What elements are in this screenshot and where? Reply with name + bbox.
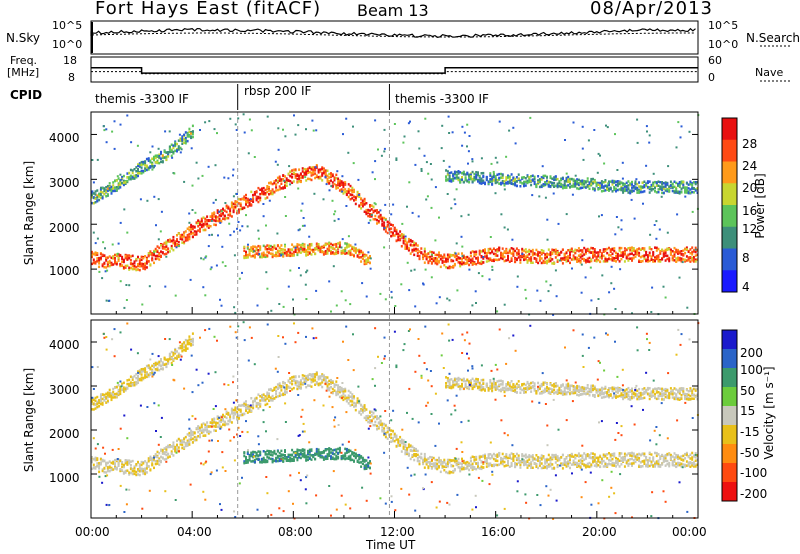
velocity-cbar-tick-m100: -100	[740, 466, 768, 480]
velocity-cbar-tick-100: 100	[740, 363, 763, 377]
power-band-1	[243, 241, 371, 266]
velocity-colorbar-segment	[722, 387, 737, 407]
nave-label: Nave	[755, 66, 784, 79]
velocity-band-1	[243, 446, 371, 471]
velocity-ytick-3000: 3000	[49, 383, 80, 397]
velocity-colorbar-segment	[722, 444, 737, 464]
power-band-0	[91, 164, 699, 272]
power-panel-frame	[90, 111, 699, 315]
x-tick-08: 08:00	[278, 525, 313, 539]
power-cbar-tick-16: 16	[742, 204, 758, 218]
power-ylabel: Slant Range [km]	[22, 160, 36, 266]
velocity-colorbar-segment	[722, 463, 737, 483]
data-layer	[91, 113, 700, 520]
power-colorbar-segment	[722, 139, 737, 162]
power-colorbar-segment	[722, 248, 737, 271]
velocity-colorbar-segment	[722, 482, 737, 502]
freq-trace	[91, 66, 698, 74]
power-colorbar-segment	[722, 226, 737, 249]
freq-label-line1: Freq.	[10, 54, 38, 67]
velocity-band-2	[445, 376, 699, 401]
velocity-colorbar-segment	[722, 330, 737, 350]
power-cbar-tick-24: 24	[742, 159, 758, 173]
freq-tick-high: 18	[63, 54, 77, 67]
cpid-segment-1: themis -3300 IF	[95, 92, 189, 106]
noise-search-trace	[90, 32, 696, 38]
noise-search-tick-low: 10^0	[708, 38, 739, 51]
velocity-colorbar-segment	[722, 349, 737, 369]
velocity-ytick-4000: 4000	[49, 338, 80, 352]
velocity-cbar-label: Velocity [m s⁻¹]	[762, 366, 776, 460]
velocity-colorbar-frame	[721, 329, 738, 502]
power-ytick-4000: 4000	[49, 131, 80, 145]
power-colorbar-segment	[722, 205, 737, 228]
nave-tick-low: 0	[708, 71, 715, 84]
x-tick-12: 12:00	[380, 525, 415, 539]
frames-layer	[90, 20, 790, 519]
cpid-segment-3: themis -3300 IF	[395, 92, 489, 106]
nave-tick-high: 60	[708, 54, 722, 67]
date-title: 08/Apr/2013	[590, 0, 713, 19]
power-ytick-2000: 2000	[49, 221, 80, 235]
power-cbar-label: Power [dB]	[753, 173, 767, 239]
x-tick-20: 20:00	[582, 525, 617, 539]
cpid-segment-2: rbsp 200 IF	[244, 84, 312, 98]
x-tick-24: 00:00	[672, 525, 707, 539]
velocity-panel-frame	[90, 319, 699, 519]
power-colorbar-segment	[722, 118, 737, 141]
velocity-cbar-tick-50: 50	[740, 384, 756, 398]
power-ytick-3000: 3000	[49, 176, 80, 190]
noise-sky-label: N.Sky	[6, 31, 41, 45]
velocity-colorbar-segment	[722, 425, 737, 445]
velocity-cbar-tick-m200: -200	[740, 487, 768, 501]
freq-tick-low: 8	[68, 71, 75, 84]
velocity-cbar-tick-200: 200	[740, 346, 763, 360]
velocity-band-0	[91, 371, 699, 477]
x-tick-04: 04:00	[177, 525, 212, 539]
x-axis-label: Time UT	[366, 538, 416, 552]
power-band-3	[91, 124, 194, 205]
x-tick-00: 00:00	[75, 525, 110, 539]
velocity-cbar-tick-m15: -15	[740, 425, 760, 439]
cpid-label: CPID	[10, 88, 43, 102]
power-cbar-tick-8: 8	[742, 251, 750, 265]
power-colorbar-segment	[722, 183, 737, 206]
x-tick-16: 16:00	[481, 525, 516, 539]
freq-label-line2: [MHz]	[7, 66, 40, 79]
power-cbar-tick-28: 28	[742, 137, 758, 151]
noise-panel-frame	[90, 20, 699, 55]
power-cbar-tick-12: 12	[742, 222, 758, 236]
station-title: Fort Hays East (fitACF)	[95, 0, 322, 19]
power-band-2	[445, 169, 699, 195]
noise-sky-tick-low: 10^0	[52, 38, 83, 51]
velocity-cbar-tick-m50: -50	[740, 446, 760, 460]
velocity-colorbar-segment	[722, 406, 737, 426]
velocity-colorbar-segment	[722, 368, 737, 388]
noise-sky-tick-high: 10^5	[52, 19, 83, 32]
power-colorbar-frame	[721, 117, 738, 293]
velocity-band-3	[91, 332, 194, 411]
velocity-cbar-tick-15: 15	[740, 404, 756, 418]
beam-title: Beam 13	[357, 1, 429, 20]
velocity-ytick-2000: 2000	[49, 427, 80, 441]
power-ytick-1000: 1000	[49, 264, 80, 278]
noise-search-tick-high: 10^5	[708, 19, 739, 32]
velocity-ytick-1000: 1000	[49, 471, 80, 485]
power-cbar-tick-4: 4	[742, 280, 750, 294]
power-colorbar-segment	[722, 270, 737, 293]
noise-search-label: N.Search	[746, 31, 800, 45]
power-cbar-tick-20: 20	[742, 181, 758, 195]
velocity-ylabel: Slant Range [km]	[22, 367, 36, 473]
freq-panel-frame	[90, 56, 699, 83]
scatter-noise	[91, 113, 700, 520]
power-colorbar-segment	[722, 161, 737, 184]
nave-trace	[91, 71, 698, 75]
